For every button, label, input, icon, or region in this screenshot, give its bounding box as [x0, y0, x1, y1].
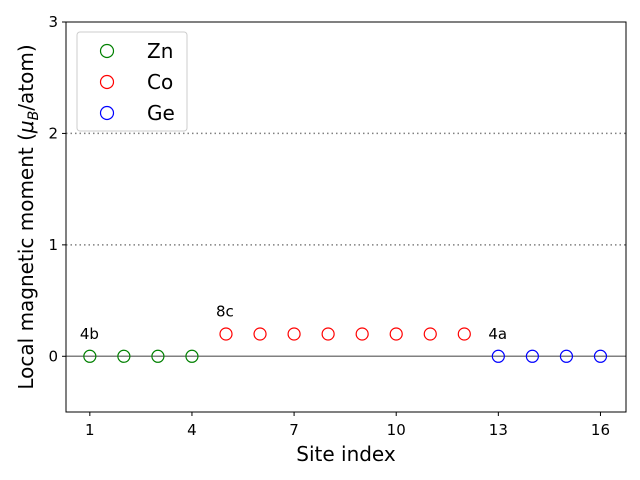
legend-label-co: Co [147, 70, 173, 94]
point-co [321, 327, 335, 341]
y-tick-label: 1 [48, 236, 58, 254]
legend-marker-co [99, 74, 115, 90]
legend-label-ge: Ge [147, 101, 175, 125]
annotation-4b: 4b [80, 325, 99, 343]
x-tick-label: 4 [187, 421, 197, 439]
reference-lines [66, 132, 626, 358]
plot-frame [65, 21, 627, 413]
x-tick-label: 16 [591, 421, 610, 439]
point-ge [593, 349, 608, 363]
y-axis-title-tail: /atom) [14, 44, 38, 110]
point-ge [491, 349, 505, 363]
legend-label-zn: Zn [147, 39, 173, 63]
point-zn [83, 349, 97, 363]
y-axis-title-mu: μ [14, 120, 38, 134]
legend: Zn Co Ge [76, 31, 188, 132]
x-tick-label: 1 [85, 421, 95, 439]
data-points [83, 327, 608, 363]
point-zn [185, 349, 199, 363]
axis-ticks: 1 4 7 10 13 16 0 1 2 3 [48, 13, 610, 439]
y-tick-label: 0 [48, 347, 58, 365]
point-co [355, 327, 369, 341]
point-ge [525, 349, 539, 363]
x-tick-label: 7 [289, 421, 299, 439]
point-co [253, 327, 267, 341]
legend-marker-zn [99, 43, 115, 59]
annotation-4a: 4a [488, 325, 507, 343]
x-tick-label: 10 [387, 421, 406, 439]
site-annotations: 4b 8c 4a [80, 303, 507, 343]
y-axis-title: Local magnetic moment (μB/atom) [14, 44, 42, 389]
point-ge [559, 349, 574, 363]
point-co [287, 327, 301, 341]
point-zn [151, 349, 165, 363]
y-tick-label: 3 [48, 13, 58, 31]
y-tick-label: 2 [48, 124, 58, 142]
point-co [219, 327, 233, 341]
point-co [389, 327, 403, 341]
x-tick-label: 13 [489, 421, 508, 439]
point-co [423, 327, 437, 341]
y-axis-title-sub: B [26, 111, 42, 121]
x-axis-title: Site index [296, 442, 396, 466]
annotation-8c: 8c [216, 303, 234, 321]
y-axis-title-main: Local magnetic moment ( [14, 133, 38, 390]
point-co [457, 327, 471, 341]
point-zn [117, 349, 131, 363]
legend-marker-ge [99, 105, 115, 121]
